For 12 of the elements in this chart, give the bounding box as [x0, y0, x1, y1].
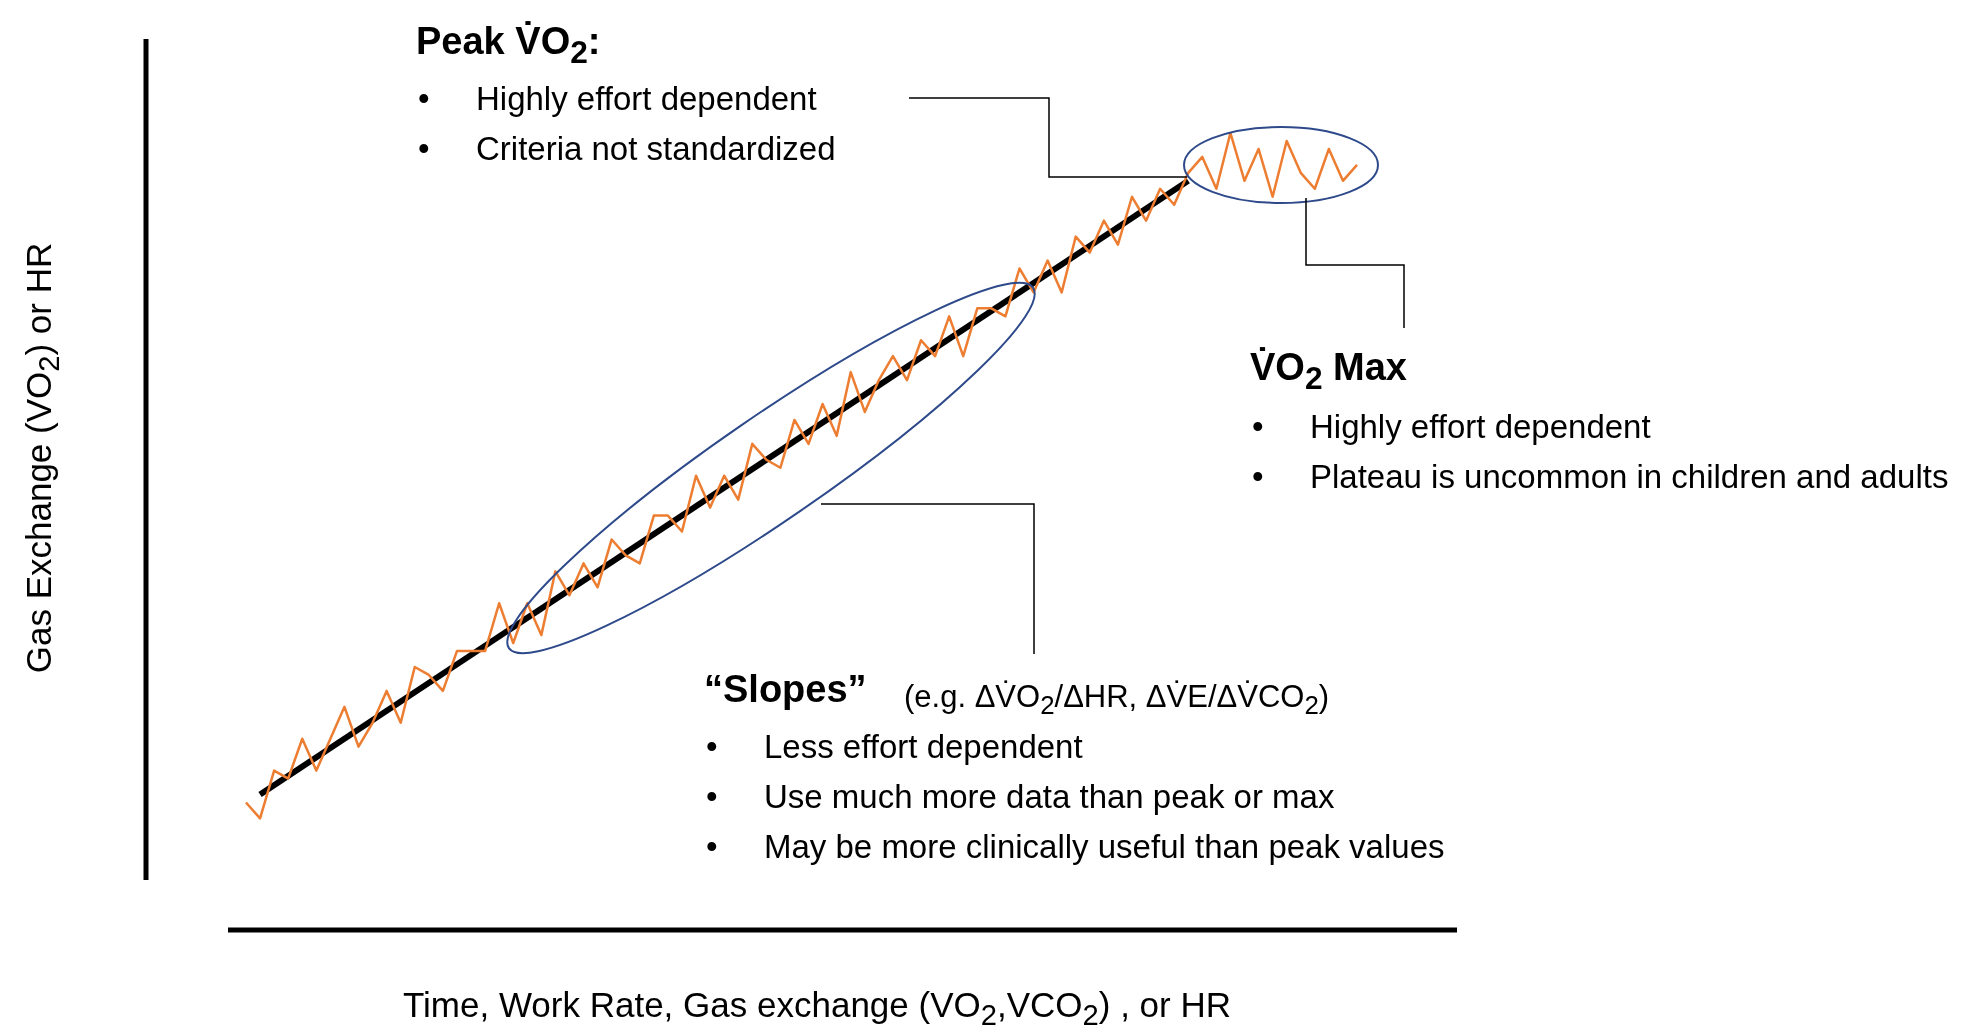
x-axis-title: Time, Work Rate, Gas exchange (VO$_{2}$,VCO$_{2}$) , or HR — [403, 984, 1231, 1028]
text: Peak V̇O$_{2}$: — [416, 19, 601, 72]
annotation: • Criteria not standardized — [418, 129, 836, 169]
annotation: “Slopes” — [704, 667, 867, 712]
annotation: • Use much more data than peak or max — [706, 777, 1335, 817]
annotation: (e.g. ΔV̇O$_{2}$/ΔHR, ΔV̇E/ΔV̇CO$_{2}$) — [904, 679, 1330, 720]
text: • Highly effort dependent — [418, 79, 817, 119]
annotation: • Plateau is uncommon in children and adults — [1252, 457, 1950, 497]
annotation: • May be more clinically useful than peak values — [706, 827, 1446, 867]
annotation: V̇O$_{2}$ Max — [1250, 345, 1407, 398]
annotation: • Less effort dependent — [706, 727, 1083, 767]
annotation: • Highly effort dependent — [1252, 407, 1651, 447]
